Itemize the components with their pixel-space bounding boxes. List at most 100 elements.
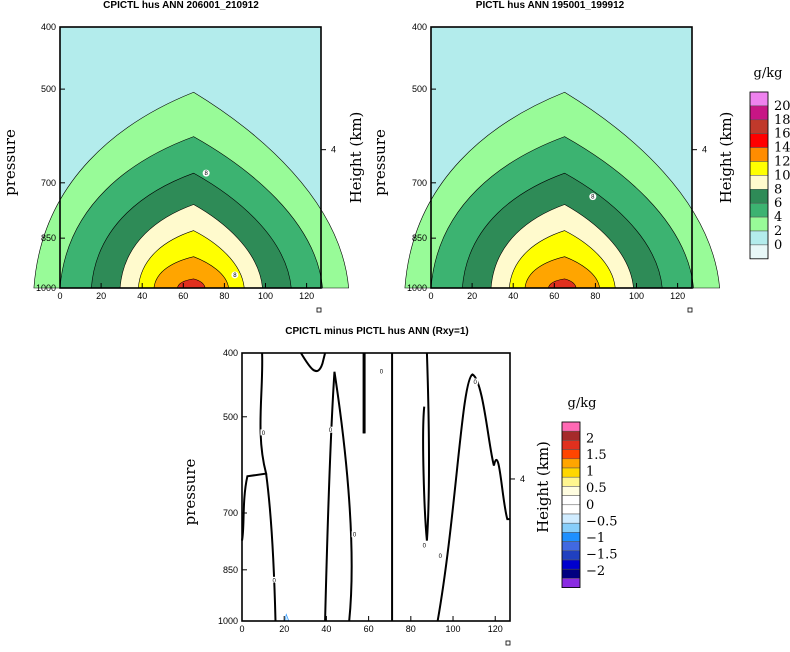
colorbar-label: 1.5 (586, 448, 607, 463)
corner-marker (505, 640, 511, 646)
contour-label-bg (472, 378, 479, 385)
colorbar-label: −1.5 (586, 547, 618, 562)
zero-contour-line (333, 371, 353, 622)
colorbar-swatch (561, 513, 581, 524)
contour-fill-14-16 (548, 278, 577, 289)
contour-fill-12-14 (153, 256, 229, 289)
colorbar-swatch (749, 189, 769, 204)
colorbar-swatch (561, 467, 581, 478)
colorbar-label: 6 (774, 196, 782, 211)
x-tick-label: 80 (219, 291, 229, 301)
contour-label-bg (271, 576, 278, 583)
panel-cpictl: CPICTL hus ANN 206001_210912 0 20 40 60 80 100… (1, 0, 365, 313)
y-tick-label: 400 (412, 22, 427, 32)
contour-label: 0 (329, 428, 333, 434)
contour-label-bg (437, 552, 444, 559)
y-tick-label: 400 (41, 22, 56, 32)
x-tick-label: 20 (96, 291, 106, 301)
colorbar-swatch (561, 532, 581, 542)
zero-contour-line (241, 352, 268, 541)
x-tick-label: 60 (364, 624, 374, 634)
colorbar-label: −0.5 (586, 514, 618, 529)
colorbar-label: 1 (586, 465, 594, 480)
panel-pictl: PICTL hus ANN 195001_199912 0 20 40 60 80 100 1… (371, 0, 735, 313)
y-tick-label: 400 (223, 348, 238, 358)
x-tick-label: 100 (258, 291, 273, 301)
corner-marker (316, 307, 322, 313)
y-tick-label: 700 (41, 178, 56, 188)
colorbar-swatch (749, 91, 769, 107)
colorbar-label: −1 (586, 531, 605, 546)
colorbar-label: 0 (586, 498, 594, 513)
x-tick-label: 0 (57, 291, 62, 301)
y-axis-label: pressure (371, 129, 389, 196)
colorbar-swatch (561, 550, 581, 561)
colorbar-swatch (561, 541, 581, 552)
colorbar-label: 10 (774, 168, 790, 183)
chart-title: CPICTL minus PICTL hus ANN (Rxy=1) (285, 326, 468, 337)
colorbar-unit: g/kg (754, 66, 783, 81)
x-tick-label: 60 (178, 291, 188, 301)
colorbar-swatch (561, 486, 581, 496)
x-tick-label: 20 (467, 291, 477, 301)
colorbar-swatch (561, 449, 581, 460)
y-tick-label: 1000 (36, 283, 56, 293)
corner-marker (687, 307, 693, 313)
x-tick-label: 120 (488, 624, 503, 634)
contour-label: 0 (473, 380, 477, 386)
y-tick-label: 1000 (407, 283, 427, 293)
y-axis-label: pressure (1, 129, 19, 196)
colorbar-swatch (749, 216, 769, 232)
y-tick-label: 850 (412, 233, 427, 243)
colorbar-unit: g/kg (568, 396, 597, 411)
colorbar-difference: g/kg 21.5 10.5 0−0.5 −1−1.5 −2 (561, 396, 618, 589)
colorbar-swatch (561, 458, 581, 469)
colorbar-label: −2 (586, 564, 605, 579)
contour-label: 0 (380, 369, 384, 375)
colorbar-label: 2 (586, 432, 594, 447)
plot-frame (430, 26, 693, 289)
y-tick-label: 700 (223, 508, 238, 518)
colorbar-swatch (749, 119, 769, 134)
colorbar-swatch (561, 568, 581, 579)
colorbar-swatch (749, 161, 769, 176)
y-tick-label: 850 (223, 565, 238, 575)
height-tick-label: 4 (331, 145, 336, 155)
contour-label-bg (421, 541, 428, 548)
x-tick-label: 100 (446, 624, 461, 634)
x-tick-label: 40 (321, 624, 331, 634)
colorbar-swatch (561, 440, 581, 450)
colorbar-label: 18 (774, 113, 790, 128)
chart-title: CPICTL hus ANN 206001_210912 (103, 0, 259, 11)
contour-label: 0 (439, 554, 443, 560)
x-tick-label: 40 (508, 291, 518, 301)
colorbar-label: 20 (774, 99, 790, 114)
contour-label-bg (202, 169, 210, 177)
plot-frame (59, 26, 322, 289)
height-axis-label: Height (km) (347, 112, 365, 204)
contour-fill-14-16 (177, 278, 206, 289)
colorbar-label: 0 (774, 238, 782, 253)
colorbar-swatch (561, 430, 581, 441)
y-tick-label: 500 (41, 84, 56, 94)
contour-label: 0 (353, 533, 357, 539)
height-tick-label: 4 (702, 145, 707, 155)
y-tick-label: 500 (412, 84, 427, 94)
plot-background (242, 353, 510, 621)
zero-contour-line (362, 353, 366, 434)
zero-contour-line (324, 371, 336, 622)
plot-frame (241, 352, 511, 622)
colorbar-swatch (749, 244, 769, 260)
y-tick-label: 500 (223, 412, 238, 422)
y-axis-label: pressure (181, 459, 199, 526)
contour-label-bg (260, 429, 267, 436)
colorbar-label: 2 (774, 224, 782, 239)
x-tick-label: 100 (629, 291, 644, 301)
contour-label-bg (378, 367, 385, 374)
contour-label: 0 (272, 578, 276, 584)
x-tick-label: 20 (279, 624, 289, 634)
height-tick-label: 4 (520, 474, 525, 484)
contour-label-bg (351, 531, 358, 538)
colorbar-swatch (749, 147, 769, 162)
